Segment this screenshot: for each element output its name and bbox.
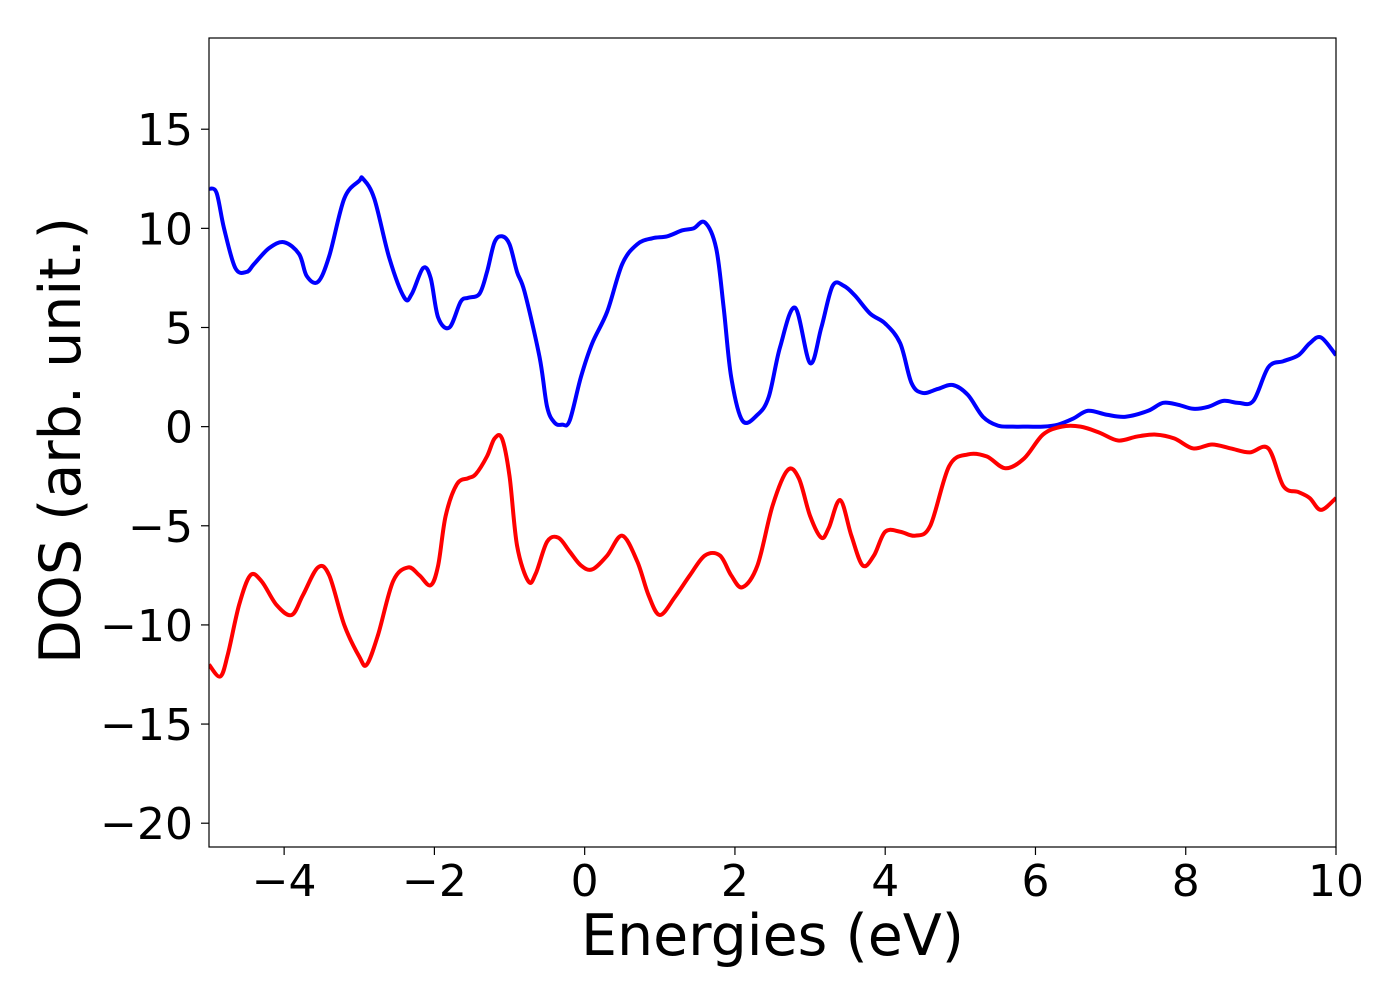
series-line-red [209, 423, 1336, 679]
x-tick-label: −2 [402, 856, 467, 907]
y-tick-label: 10 [137, 204, 193, 255]
x-tick-label: 2 [721, 856, 749, 907]
y-tick-label: −5 [128, 502, 193, 553]
x-tick-label: 4 [871, 856, 899, 907]
x-tick-label: 10 [1308, 856, 1364, 907]
y-tick-label: 15 [137, 105, 193, 156]
x-tick-label: 6 [1021, 856, 1049, 907]
x-axis-title: Energies (eV) [581, 903, 964, 969]
x-tick-label: 0 [571, 856, 599, 907]
y-axis-title: DOS (arb. unit.) [28, 217, 94, 664]
y-tick-label: −20 [100, 799, 193, 850]
y-tick-label: 0 [165, 403, 193, 454]
plot-frame [208, 37, 1337, 848]
y-tick-label: −10 [100, 601, 193, 652]
x-tick-label: 8 [1172, 856, 1200, 907]
y-tick-label: −15 [100, 700, 193, 751]
x-tick-label: −4 [252, 856, 317, 907]
series-line-blue [209, 175, 1336, 429]
y-tick-label: 5 [165, 303, 193, 354]
series-layer [209, 175, 1336, 679]
